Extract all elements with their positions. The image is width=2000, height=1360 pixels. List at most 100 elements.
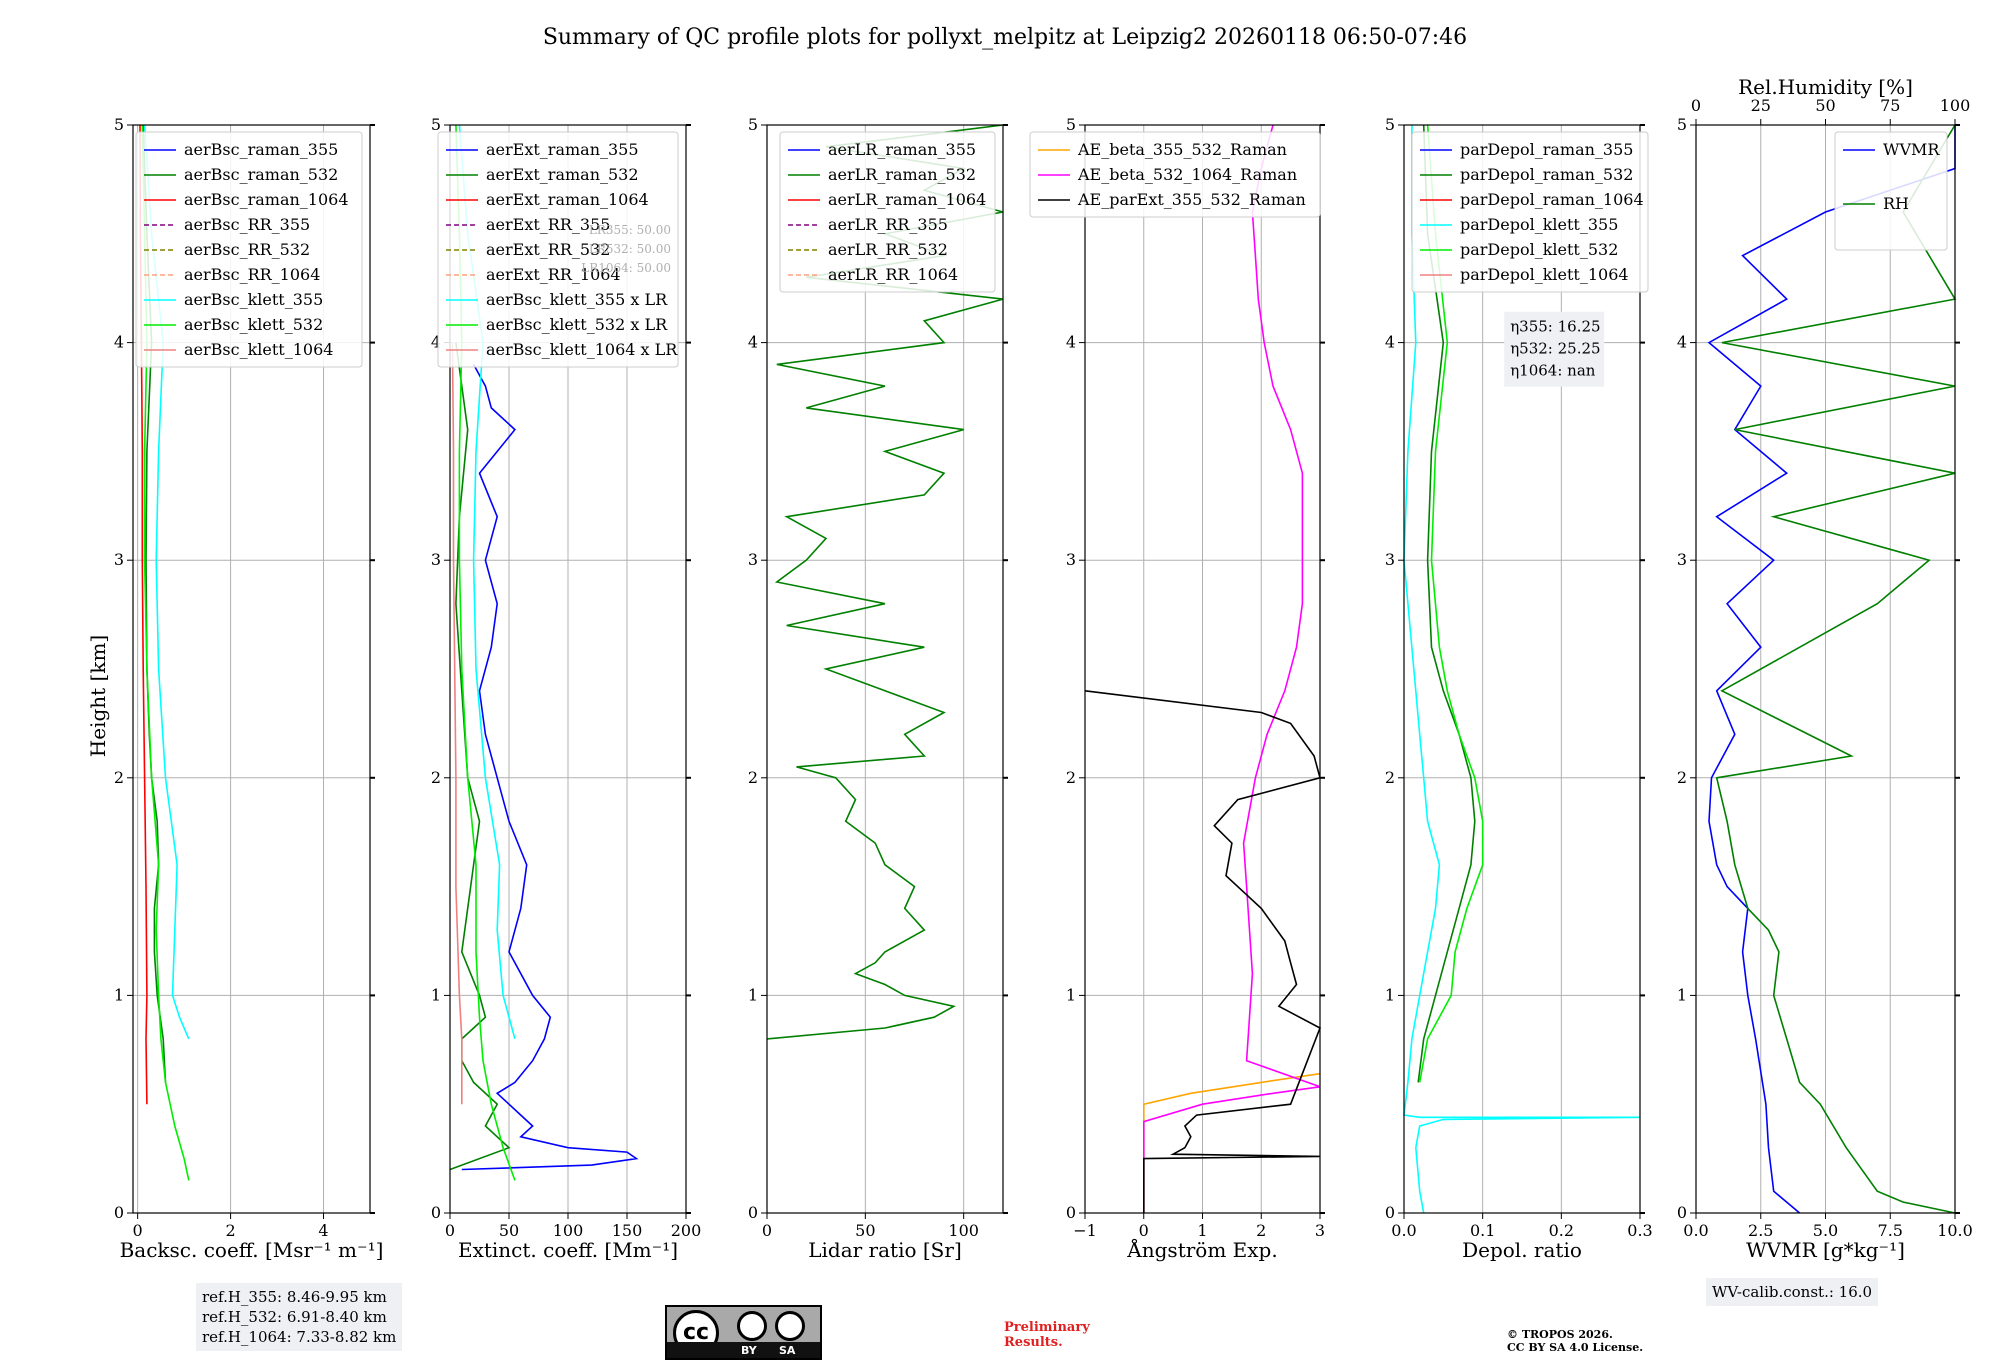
y-tick-label: 5 [748, 115, 758, 134]
legend-box [135, 131, 363, 368]
y-tick-label: 5 [1677, 115, 1687, 134]
x-tick-label: 0.2 [1549, 1221, 1574, 1240]
y-tick-label: 0 [431, 1203, 441, 1222]
legend-entry: aerExt_raman_1064 [486, 190, 649, 209]
y-tick-label: 5 [1385, 115, 1395, 134]
reference-height-box: ref.H_355: 8.46-9.95 km ref.H_532: 6.91-… [196, 1283, 403, 1351]
series-parDepol_raman_532 [1417, 124, 1476, 1083]
x-tick-label: 50 [499, 1221, 519, 1240]
annotation-text: LR355: 50.00 [589, 223, 671, 237]
legend: parDepol_raman_355 parDepol_raman_532 parD… [1411, 131, 1649, 293]
y-tick-label: 1 [1677, 985, 1687, 1004]
cc-badge-strip [667, 1342, 820, 1358]
x-tick-label: 2.5 [1748, 1221, 1773, 1240]
panel-depol: 0.0 0.1 0.2 0.3 0 1 2 3 4 5 Depol. ratio parDepol_r… [1385, 115, 1653, 1262]
legend-entry: aerBsc_klett_355 [184, 290, 323, 309]
series-parDepol_klett_532 [1418, 124, 1484, 1083]
y-tick-label: 4 [1066, 333, 1076, 352]
y-tick-label: 2 [748, 768, 758, 787]
y-tick-label: 3 [748, 550, 758, 569]
y-tick-label: 3 [1677, 550, 1687, 569]
y-axis-label: Height [km] [86, 635, 110, 757]
y-tick-label: 2 [1066, 768, 1076, 787]
x-tick-label: 2 [225, 1221, 235, 1240]
legend: WVMR RH [1834, 131, 1948, 251]
x-tick-label: 5.0 [1813, 1221, 1838, 1240]
series-aerLR_raman_532 [766, 124, 1004, 1040]
y-tick-label: 1 [1385, 985, 1395, 1004]
legend-entry: aerExt_RR_532 [486, 240, 610, 259]
cc-by-label: BY [741, 1344, 757, 1357]
panel-ext: 0 50 100 150 200 0 1 2 3 4 5 Extinct. coeff. [Mm⁻¹]… [431, 115, 701, 1262]
x2-tick-label: 100 [1940, 96, 1971, 115]
x-tick-label: 7.5 [1878, 1221, 1903, 1240]
annotation-text: LR532: 50.00 [589, 242, 671, 256]
legend-entry: aerBsc_raman_532 [184, 165, 338, 184]
legend-entry: AE_parExt_355_532_Raman [1077, 190, 1306, 209]
y-tick-label: 5 [431, 115, 441, 134]
legend: AE_beta_355_532_Raman AE_beta_532_1064_Ra… [1029, 131, 1321, 218]
figure-title: Summary of QC profile plots for pollyxt_… [543, 25, 1467, 50]
x-tick-label: 200 [671, 1221, 702, 1240]
series-aerBsc_klett_532 [141, 124, 190, 1181]
preliminary-line2: Results. [1004, 1335, 1063, 1350]
y-tick-label: 3 [431, 550, 441, 569]
y-tick-label: 1 [1066, 985, 1076, 1004]
series-WVMR [1707, 125, 1956, 1214]
x2-tick-label: 50 [1815, 96, 1835, 115]
y-tick-label: 4 [1677, 333, 1687, 352]
y-tick-label: 2 [114, 768, 124, 787]
legend-entry: aerBsc_klett_532 x LR [486, 315, 668, 334]
legend-entry: aerBsc_raman_355 [184, 140, 338, 159]
legend-entry: aerExt_raman_532 [486, 165, 639, 184]
x-tick-label: 3 [1315, 1221, 1325, 1240]
x-axis-label: Extinct. coeff. [Mm⁻¹] [458, 1238, 678, 1262]
x2-tick-label: 25 [1751, 96, 1771, 115]
x-tick-label: 100 [553, 1221, 584, 1240]
legend-entry: aerExt_raman_355 [486, 140, 639, 159]
legend-entry: aerBsc_klett_355 x LR [486, 290, 668, 309]
ref-height-1064: ref.H_1064: 7.33-8.82 km [202, 1328, 397, 1346]
legend-box [779, 131, 996, 293]
legend-entry: parDepol_klett_532 [1460, 240, 1618, 259]
annotation-text: η532: 25.25 [1510, 340, 1600, 358]
x-tick-label: 0.3 [1627, 1221, 1652, 1240]
legend-box [1834, 131, 1948, 251]
legend-entry: parDepol_klett_1064 [1460, 265, 1629, 284]
y-tick-label: 1 [748, 985, 758, 1004]
y-tick-label: 0 [114, 1203, 124, 1222]
legend-entry: parDepol_raman_355 [1460, 140, 1633, 159]
legend-entry: aerBsc_klett_532 [184, 315, 323, 334]
legend-entry: AE_beta_355_532_Raman [1077, 140, 1287, 159]
legend-entry: aerExt_RR_355 [486, 215, 610, 234]
y-tick-label: 2 [1385, 768, 1395, 787]
legend-entry: aerLR_raman_1064 [828, 190, 986, 209]
legend-box [437, 131, 679, 368]
annotation-text: LR1064: 50.00 [581, 261, 671, 275]
series-RH [1715, 124, 1957, 1214]
series-AE_beta_532_1064_Raman [1143, 124, 1321, 1213]
legend-box [1029, 131, 1321, 218]
x-axis-label: Backsc. coeff. [Msr⁻¹ m⁻¹] [120, 1238, 384, 1262]
legend-entry: RH [1883, 194, 1909, 213]
cc-license-badge: cc BY SA [665, 1305, 822, 1360]
x2-axis-label: Rel.Humidity [%] [1738, 75, 1913, 99]
legend: aerLR_raman_355 aerLR_raman_532 aerLR_rama… [779, 131, 996, 293]
legend-entry: WVMR [1883, 140, 1940, 159]
x-tick-label: 50 [855, 1221, 875, 1240]
x-tick-label: 0.0 [1391, 1221, 1416, 1240]
y-tick-label: 3 [114, 550, 124, 569]
preliminary-line1: Preliminary [1004, 1320, 1090, 1335]
x-tick-label: 0.0 [1683, 1221, 1708, 1240]
wv-calibration-box: WV-calib.const.: 16.0 [1706, 1278, 1879, 1306]
ref-height-355: ref.H_355: 8.46-9.95 km [202, 1288, 387, 1306]
legend-entry: aerBsc_RR_355 [184, 215, 310, 234]
axes-frame [766, 124, 1004, 1214]
y-tick-label: 4 [431, 333, 441, 352]
legend-entry: aerBsc_raman_1064 [184, 190, 349, 209]
legend-entry: aerExt_RR_1064 [486, 265, 621, 284]
x-tick-label: −1 [1073, 1221, 1097, 1240]
x-axis-label: Depol. ratio [1462, 1238, 1582, 1262]
legend-entry: parDepol_raman_1064 [1460, 190, 1644, 209]
